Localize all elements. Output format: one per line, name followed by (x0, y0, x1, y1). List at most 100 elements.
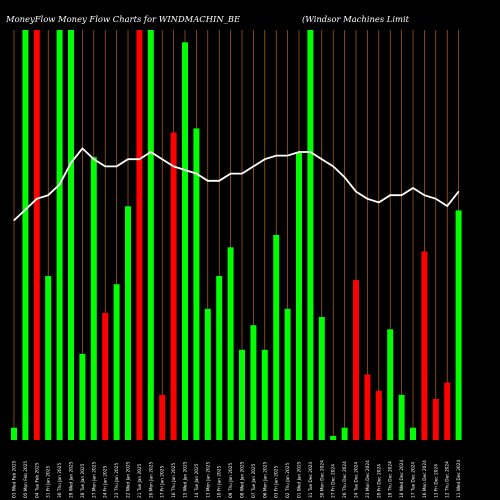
bar-red (159, 394, 166, 440)
x-tick-labels: 03 Wed Feb 2025 05 Mon Feb 2025 04 Tue Feb… (12, 460, 463, 498)
line-point (275, 155, 277, 157)
bar-green (398, 394, 405, 440)
line-point (47, 194, 49, 196)
line-point (378, 201, 380, 203)
line-point (287, 155, 289, 157)
bar-green (11, 427, 17, 440)
bar-green (193, 128, 200, 440)
x-tick-label: 04 Tue Feb 2025 (34, 462, 40, 498)
line-point (138, 158, 140, 160)
bar-green (216, 276, 223, 440)
line-point (366, 198, 368, 200)
x-tick-label: 16 Thu Jan 2025 (171, 463, 177, 498)
line-point (104, 165, 106, 167)
line-point (423, 194, 425, 196)
money-flow-line (13, 147, 460, 222)
x-tick-label: 18 Wed Dec 2024 (399, 460, 405, 498)
x-tick-label: 26 Thu Dec 2024 (342, 461, 348, 498)
x-tick-label: 30 Mon Dec 2024 (319, 460, 325, 498)
bar-green (239, 349, 245, 440)
bar-green (90, 157, 97, 440)
bar-red (136, 30, 143, 440)
line-point (321, 158, 323, 160)
bar-red (364, 374, 371, 440)
line-point (344, 176, 346, 178)
bar-green (330, 435, 337, 440)
line-point (401, 194, 403, 196)
bar-red (170, 132, 177, 440)
line-point (389, 194, 391, 196)
line-point (195, 173, 197, 175)
bar-green (204, 308, 211, 440)
x-tick-label: 24 Fri Jan 2025 (103, 465, 109, 498)
line-point (264, 158, 266, 160)
x-tick-label: 03 Wed Feb 2025 (12, 460, 18, 498)
bar-green (182, 42, 188, 441)
bar-green (387, 329, 394, 440)
x-tick-label: 03 Fri Jan 2025 (274, 465, 280, 498)
line-point (150, 151, 152, 153)
x-tick-label: 16 Mon Dec 2024 (422, 460, 428, 498)
bar-red (33, 30, 40, 440)
bar-red (432, 399, 439, 440)
x-tick-label: 02 Thu Jan 2025 (285, 463, 291, 498)
bar-green (22, 30, 29, 440)
bar-red (102, 312, 109, 440)
x-tick-label: 13 Mon Jan 2025 (205, 462, 211, 498)
x-tick-label: 11 Wed Dec 2024 (456, 460, 462, 498)
x-tick-label: 22 Wed Jan 2025 (126, 461, 132, 498)
bar-green (79, 353, 86, 440)
line-point (13, 219, 15, 221)
line-point (70, 162, 72, 164)
x-tick-label: 28 Tue Jan 2025 (80, 463, 86, 498)
line-point (332, 165, 334, 167)
x-tick-label: 17 Tue Dec 2024 (411, 462, 417, 498)
x-tick-label: 20 Mon Jan 2025 (148, 462, 154, 498)
line-point (458, 191, 460, 193)
x-tick-label: 21 Tue Jan 2025 (137, 463, 143, 498)
x-tick-label: 30 Thu Jan 2025 (57, 463, 63, 498)
x-tick-label: 27 Fri Dec 2024 (331, 464, 337, 498)
x-tick-label: 31 Fri Jan 2025 (46, 465, 52, 498)
bar-red (421, 251, 428, 440)
bar-green (227, 247, 234, 440)
line-point (355, 191, 357, 193)
line-point (446, 205, 448, 207)
x-tick-label: 05 Mon Feb 2025 (23, 461, 29, 498)
x-tick-label: 07 Tue Jan 2025 (251, 463, 257, 498)
bar-green (68, 30, 74, 440)
x-tick-label: 15 Wed Jan 2025 (183, 461, 189, 498)
line-point (161, 158, 163, 160)
line-point (435, 198, 437, 200)
line-point (24, 209, 26, 211)
bar-green (125, 206, 131, 440)
x-tick-label: 19 Thu Dec 2024 (388, 461, 394, 498)
x-tick-label: 27 Mon Jan 2025 (91, 462, 97, 498)
bar-green (341, 427, 348, 440)
line-point (184, 169, 186, 171)
x-tick-label: 23 Thu Jan 2025 (114, 463, 120, 498)
x-tick-label: 01 Wed Jan 2025 (297, 461, 303, 498)
bar-green (113, 284, 120, 440)
x-tick-label: 24 Tue Dec 2024 (354, 462, 360, 498)
line-point (309, 151, 311, 153)
chart-subtitle: (Windsor Machines Limit (302, 14, 410, 24)
bar-green (273, 235, 280, 440)
x-tick-label: 31 Tue Dec 2024 (308, 462, 314, 498)
bar-green (410, 427, 416, 440)
bar-green (307, 30, 314, 440)
bar-red (444, 382, 451, 440)
line-point (218, 180, 220, 182)
bar-green (45, 276, 52, 440)
bar-green (455, 210, 462, 440)
x-tick-label: 20 Fri Dec 2024 (376, 464, 382, 498)
bar-red (375, 390, 382, 440)
x-tick-label: 14 Tue Jan 2025 (194, 463, 200, 498)
bar-green (261, 349, 268, 440)
bar-green (318, 317, 325, 440)
line-point (116, 165, 118, 167)
line-point (230, 173, 232, 175)
x-tick-label: 08 Wed Jan 2025 (240, 461, 246, 498)
bar-green (147, 30, 154, 440)
